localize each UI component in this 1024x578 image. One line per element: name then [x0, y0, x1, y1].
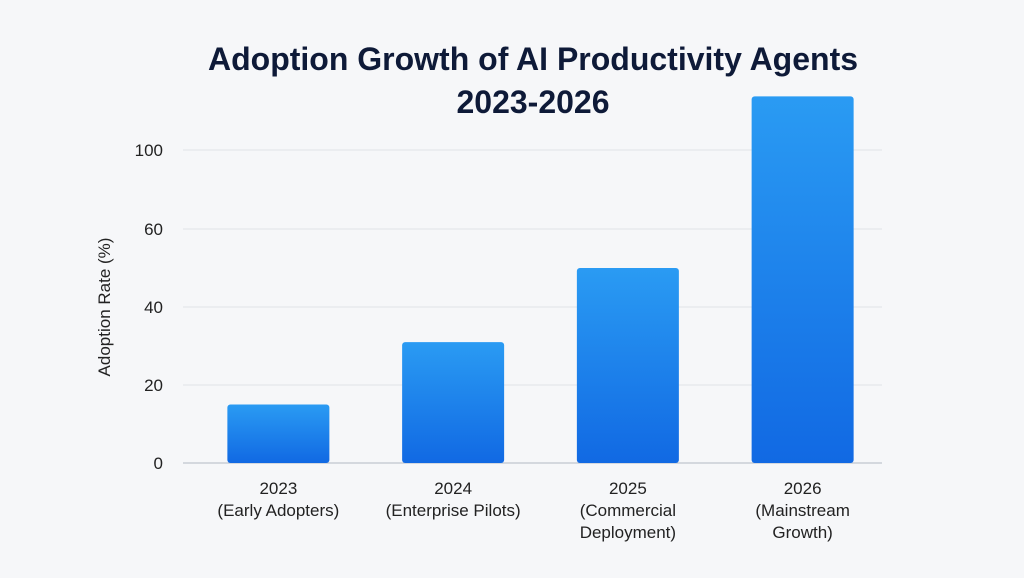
chart-title-line-2: 2023-2026 — [456, 84, 609, 120]
bar-1 — [402, 342, 505, 463]
chart-title: Adoption Growth of AI Productivity Agent… — [208, 41, 858, 77]
x-category-label-2: 2025 (Commercial Deployment) — [580, 479, 676, 542]
y-tick-label-0: 0 — [154, 454, 163, 473]
y-tick-label-20: 20 — [144, 376, 163, 395]
y-tick-label-40: 40 — [144, 298, 163, 317]
bar-2 — [576, 268, 679, 463]
x-category-label-1: 2024 (Enterprise Pilots) — [386, 479, 521, 520]
bar-0 — [227, 404, 330, 463]
y-tick-label-100: 100 — [135, 141, 163, 160]
y-tick-label-60: 60 — [144, 220, 163, 239]
y-axis-label: Adoption Rate (%) — [95, 238, 114, 377]
x-category-label-3: 2026 (Mainstream Growth) — [755, 479, 849, 542]
x-category-label-0: 2023 (Early Adopters) — [217, 479, 339, 520]
bar-3 — [751, 96, 854, 464]
